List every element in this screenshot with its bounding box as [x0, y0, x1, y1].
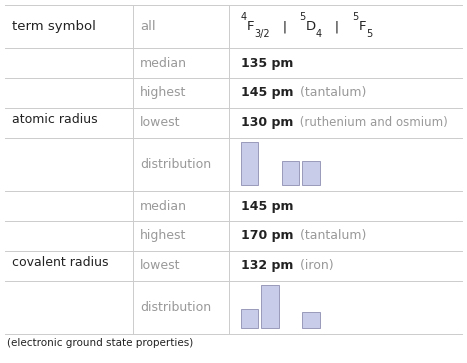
Text: 132 pm: 132 pm	[241, 259, 293, 272]
Text: 4: 4	[241, 12, 247, 22]
Text: (electronic ground state properties): (electronic ground state properties)	[7, 338, 193, 348]
Text: median: median	[140, 57, 187, 70]
Bar	[241, 142, 258, 185]
Text: 4: 4	[316, 29, 322, 39]
Text: (iron): (iron)	[296, 259, 333, 272]
Text: 5: 5	[352, 12, 358, 22]
Text: F: F	[247, 20, 254, 33]
Text: lowest: lowest	[140, 259, 181, 272]
Bar	[261, 285, 279, 328]
Text: covalent radius: covalent radius	[12, 256, 108, 269]
Text: 170 pm: 170 pm	[241, 229, 293, 242]
Text: 3/2: 3/2	[254, 29, 270, 39]
Text: lowest: lowest	[140, 116, 181, 129]
Text: 5: 5	[300, 12, 306, 22]
Text: 135 pm: 135 pm	[241, 57, 293, 70]
Text: |: |	[270, 20, 300, 33]
Text: distribution: distribution	[140, 301, 211, 314]
Text: (tantalum): (tantalum)	[296, 86, 366, 99]
Text: highest: highest	[140, 229, 186, 242]
Bar	[302, 161, 320, 185]
Text: median: median	[140, 200, 187, 213]
Bar	[282, 161, 299, 185]
Text: distribution: distribution	[140, 158, 211, 171]
Text: |: |	[322, 20, 352, 33]
Bar	[241, 309, 258, 328]
Text: highest: highest	[140, 86, 186, 99]
Text: 145 pm: 145 pm	[241, 200, 293, 213]
Text: 145 pm: 145 pm	[241, 86, 293, 99]
Text: (ruthenium and osmium): (ruthenium and osmium)	[296, 116, 447, 129]
Text: atomic radius: atomic radius	[12, 113, 97, 126]
Text: D: D	[306, 20, 316, 33]
Text: 130 pm: 130 pm	[241, 116, 293, 129]
Text: term symbol: term symbol	[12, 20, 96, 33]
Text: (tantalum): (tantalum)	[296, 229, 366, 242]
Text: 5: 5	[366, 29, 372, 39]
Text: F: F	[358, 20, 366, 33]
Bar	[302, 311, 320, 328]
Text: all: all	[140, 20, 156, 33]
